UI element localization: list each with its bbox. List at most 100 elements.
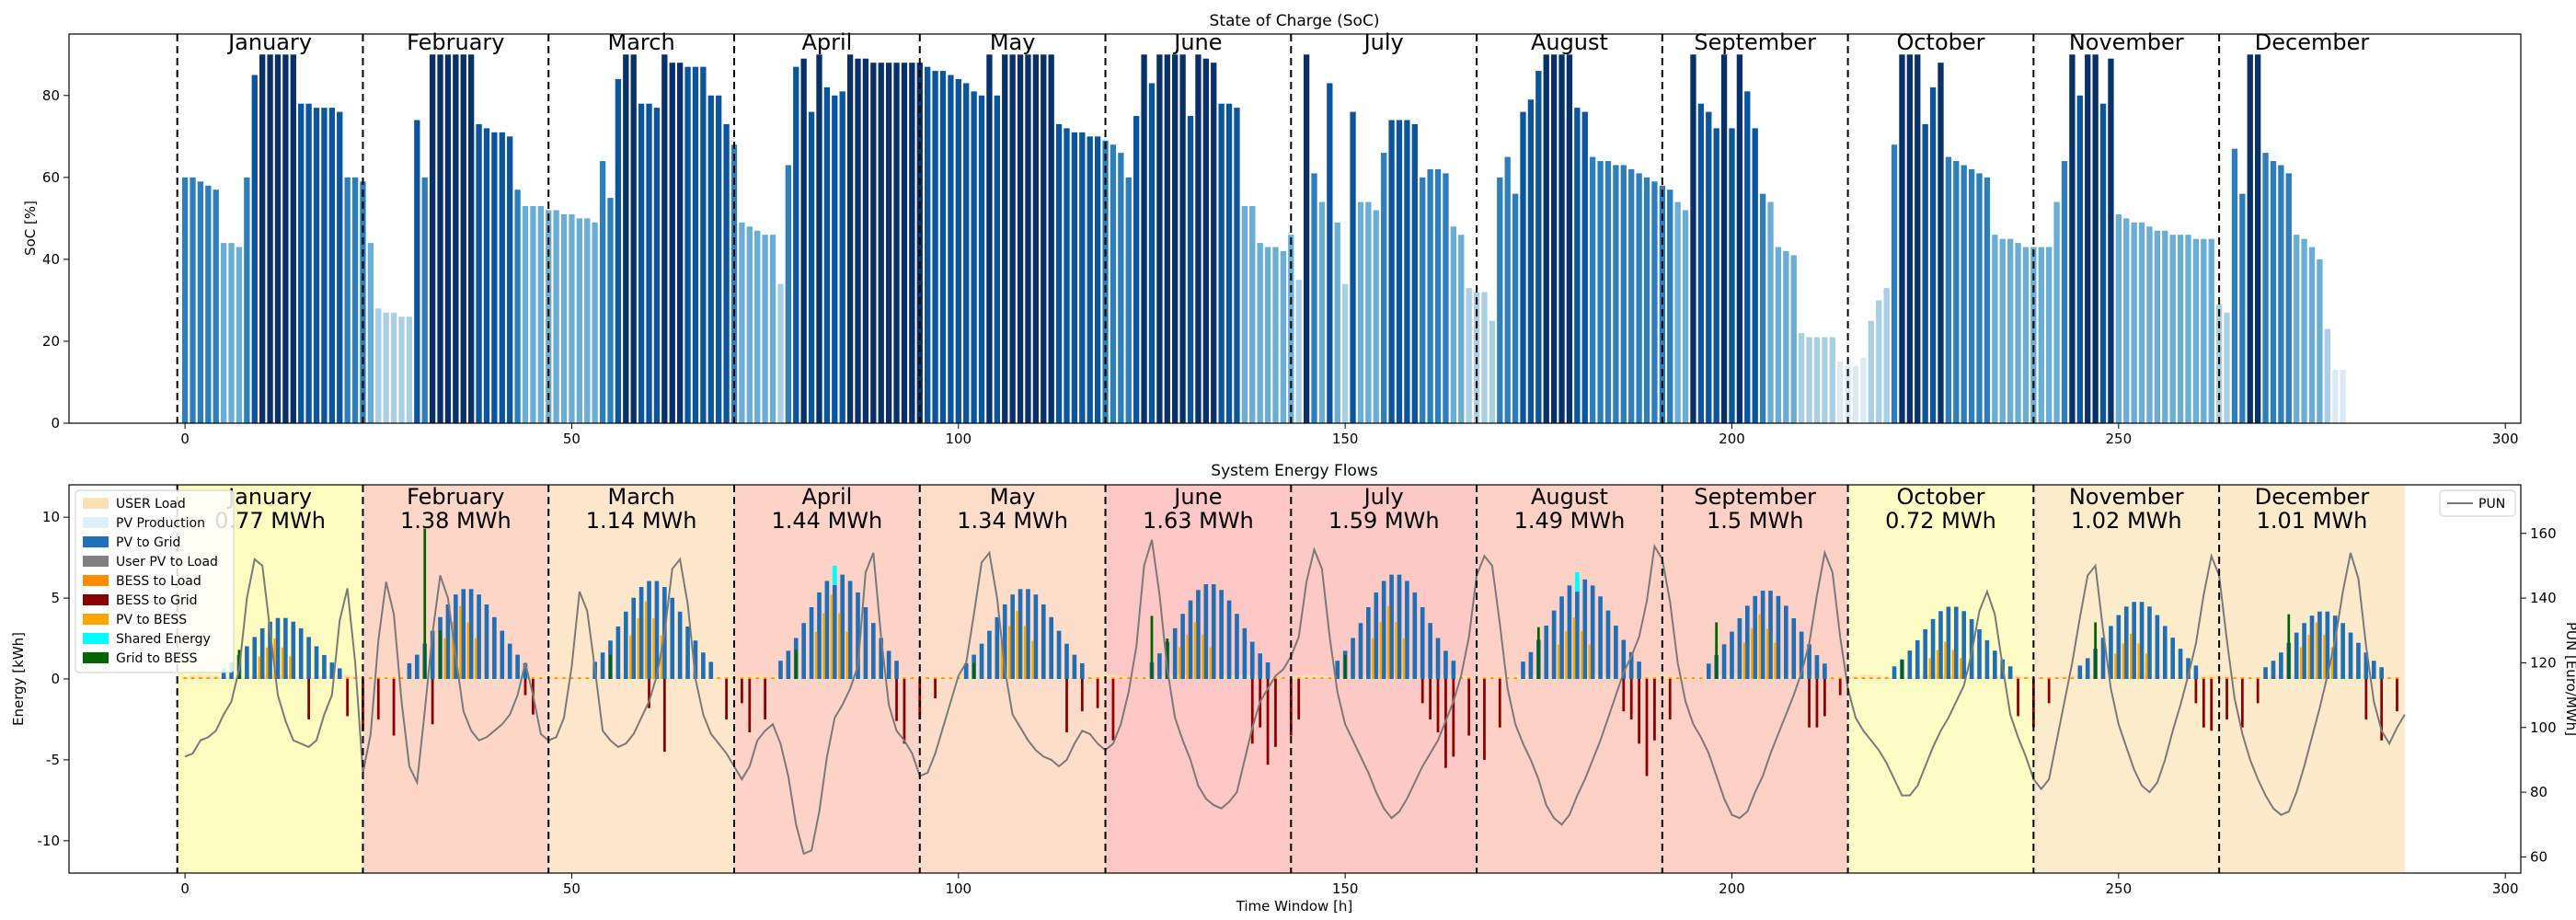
soc-bar xyxy=(437,54,443,423)
soc-bar xyxy=(406,316,413,423)
soc-bar xyxy=(576,218,583,423)
pv-to-bess-bar xyxy=(1758,614,1762,679)
soc-month-boundaries xyxy=(176,34,2221,423)
energy-x-tick-label: 150 xyxy=(1332,880,1359,897)
legend-swatch xyxy=(83,536,109,547)
pv-to-bess-bar xyxy=(1008,626,1011,679)
soc-bar xyxy=(2324,328,2330,423)
pv-to-bess-bar xyxy=(1000,640,1004,679)
soc-bar xyxy=(1094,136,1101,423)
soc-bar xyxy=(707,95,714,423)
pv-to-grid-bar xyxy=(245,646,249,679)
soc-month-label: May xyxy=(990,29,1036,55)
bess-to-grid-bar xyxy=(1668,679,1672,719)
grid-to-bess-bar xyxy=(1901,659,1903,679)
pv-to-grid-bar xyxy=(2332,615,2338,679)
soc-bar xyxy=(832,95,838,423)
soc-bar xyxy=(267,54,273,423)
pv-to-bess-bar xyxy=(2114,653,2117,679)
pv-to-grid-bar xyxy=(454,594,458,679)
soc-bar xyxy=(971,91,977,423)
soc-month-label: August xyxy=(1531,29,1608,55)
pun-legend: PUN xyxy=(2439,489,2516,517)
pv-to-grid-bar xyxy=(1528,651,1534,679)
soc-bar xyxy=(1164,54,1170,423)
pv-to-grid-bar xyxy=(832,574,837,679)
user-load-bar xyxy=(1650,674,1659,679)
soc-bar xyxy=(754,230,761,423)
pv-to-bess-bar xyxy=(273,638,276,679)
pv-to-grid-bar xyxy=(1374,592,1379,679)
pv-to-bess-bar xyxy=(2330,647,2334,679)
pv-to-bess-bar xyxy=(1565,630,1568,679)
pv-to-grid-bar xyxy=(1614,626,1618,679)
soc-bar xyxy=(2053,201,2060,423)
bess-to-load-bar xyxy=(1096,677,1099,679)
soc-bar xyxy=(2247,54,2253,423)
bess-to-grid-bar xyxy=(523,679,527,696)
bess-to-load-bar xyxy=(2054,677,2059,679)
bess-to-load-bar xyxy=(190,677,195,679)
bess-to-load-bar xyxy=(941,677,945,679)
pv-to-bess-bar xyxy=(258,656,261,679)
soc-bar xyxy=(2022,247,2030,423)
soc-bar xyxy=(1976,173,1983,423)
soc-bar xyxy=(1443,173,1449,423)
soc-bar xyxy=(1775,247,1782,423)
soc-bar xyxy=(1327,83,1333,424)
soc-y-ticks: 0 20 40 60 80 xyxy=(42,87,69,431)
soc-bar xyxy=(1357,201,1364,423)
soc-bar xyxy=(1883,288,1890,423)
soc-bar xyxy=(1744,91,1751,423)
soc-month-label: March xyxy=(608,29,675,55)
pun-y-tick-label: 160 xyxy=(2530,525,2557,542)
bess-to-load-bar xyxy=(1668,677,1672,679)
pv-to-grid-bar xyxy=(1203,584,1209,679)
pv-to-grid-bar xyxy=(1172,627,1178,679)
bess-to-grid-bar xyxy=(376,679,380,719)
soc-bar xyxy=(862,58,869,423)
bess-to-grid-bar xyxy=(1444,679,1447,768)
pv-to-grid-bar xyxy=(615,626,621,679)
bess-to-load-bar xyxy=(554,677,558,679)
pv-to-bess-bar xyxy=(2315,622,2318,679)
soc-bar xyxy=(1211,63,1217,424)
pv-to-grid-bar xyxy=(1049,616,1053,679)
pv-to-bess-bar xyxy=(451,622,454,679)
soc-bar xyxy=(1992,235,1998,423)
bess-to-grid-bar xyxy=(1274,679,1277,747)
soc-bar xyxy=(1953,161,1960,423)
soc-bar xyxy=(328,108,335,424)
pv-to-grid-bar xyxy=(2279,652,2283,679)
pv-to-grid-bar xyxy=(2085,658,2090,679)
pv-to-grid-bar xyxy=(856,592,860,679)
soc-bar xyxy=(2115,213,2122,423)
soc-bar xyxy=(2076,95,2083,423)
soc-bar xyxy=(2231,148,2238,424)
pv-to-grid-bar xyxy=(1961,611,1967,679)
pun-line xyxy=(184,539,2406,856)
legend-swatch xyxy=(83,556,109,567)
soc-y-tick-label: 60 xyxy=(42,169,60,186)
soc-bar xyxy=(2224,312,2230,423)
energy-month-label: February xyxy=(407,484,504,510)
user-load-bar xyxy=(1094,674,1101,679)
pv-to-grid-bar xyxy=(1335,661,1340,679)
pv-to-grid-bar xyxy=(329,662,335,679)
soc-bar xyxy=(367,243,374,423)
soc-bar xyxy=(1141,54,1147,423)
soc-bar xyxy=(321,108,328,424)
pv-to-grid-bar xyxy=(407,662,412,679)
pv-to-grid-bar xyxy=(1791,617,1797,679)
soc-bar xyxy=(925,66,931,424)
soc-bar xyxy=(584,218,591,423)
pun-y-tick-label: 120 xyxy=(2530,654,2557,671)
energy-month-total: 1.5 MWh xyxy=(1707,508,1803,534)
soc-bar xyxy=(476,123,482,423)
user-load-bar xyxy=(212,675,220,679)
grid-to-bess-bar xyxy=(2094,622,2097,679)
soc-month-label: October xyxy=(1896,29,1984,55)
bess-to-load-bar xyxy=(369,677,373,679)
bess-to-grid-bar xyxy=(1080,679,1084,712)
bess-to-grid-bar xyxy=(1838,679,1842,696)
